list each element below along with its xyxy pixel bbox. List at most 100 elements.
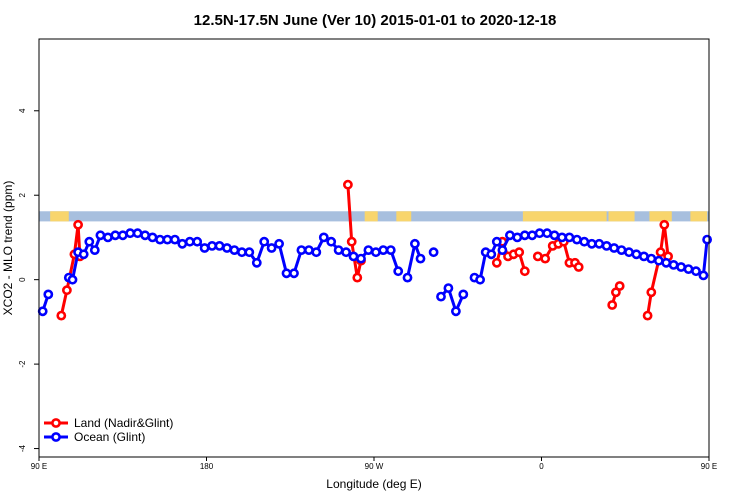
y-tick-label: -2 (18, 360, 27, 368)
land-segment (522, 211, 607, 222)
data-point (378, 245, 389, 255)
data-point (341, 247, 351, 258)
data-point (296, 245, 307, 255)
data-point (274, 238, 284, 249)
data-point (607, 300, 618, 310)
y-tick-label: 0 (18, 277, 27, 282)
data-point (348, 251, 359, 262)
series-land (56, 179, 673, 321)
y-tick-label: -4 (18, 444, 27, 452)
data-point (646, 253, 657, 264)
data-point (214, 240, 225, 251)
data-point (177, 238, 188, 249)
data-point (428, 247, 439, 258)
data-point (631, 249, 642, 260)
data-point (659, 219, 670, 230)
data-point (147, 232, 158, 243)
x-tick-label: 90 E (31, 462, 47, 471)
y-tick-label: 4 (18, 108, 27, 113)
data-point (415, 253, 426, 264)
legend-item: Land (Nadir&Glint) (44, 416, 173, 430)
data-point (169, 234, 180, 245)
data-point (244, 247, 255, 258)
legend-marker (51, 418, 61, 428)
data-point (311, 247, 322, 258)
chart-title: 12.5N-17.5N June (Ver 10) 2015-01-01 to … (194, 12, 557, 29)
data-point (475, 274, 485, 285)
data-point (89, 245, 100, 255)
data-point (229, 245, 240, 255)
data-point (162, 234, 173, 245)
data-point (443, 283, 454, 293)
land-segment (649, 211, 672, 222)
data-point (497, 245, 508, 255)
data-point (199, 243, 210, 253)
land-segment (608, 211, 635, 222)
data-point (436, 291, 446, 302)
data-point (450, 306, 461, 317)
legend-label: Land (Nadir&Glint) (74, 416, 173, 430)
x-tick-label: 90 E (701, 462, 717, 471)
data-point (564, 232, 575, 243)
data-point (534, 228, 545, 239)
data-point (289, 268, 299, 279)
data-point (579, 236, 590, 247)
data-point (192, 236, 203, 247)
data-point (318, 232, 329, 243)
y-axis: -4 -2 0 2 4 (18, 108, 39, 452)
data-point (37, 306, 48, 317)
data-point (43, 289, 54, 300)
legend-marker (51, 432, 61, 442)
x-axis-label: Longitude (deg E) (326, 477, 421, 491)
data-point (352, 272, 363, 283)
data-point (519, 266, 530, 277)
data-point (251, 257, 262, 268)
x-tick-label: 0 (539, 462, 544, 471)
land-segment (396, 211, 412, 222)
series-layer (37, 179, 712, 321)
land-ocean-band (39, 211, 709, 222)
y-axis-label: XCO2 - MLO trend (ppm) (1, 181, 15, 316)
series-line (646, 224, 670, 316)
data-point (259, 236, 270, 247)
x-tick-label: 180 (200, 462, 214, 471)
data-point (56, 310, 67, 321)
data-point (132, 228, 143, 239)
data-point (573, 262, 584, 272)
data-point (409, 238, 420, 249)
legend-label: Ocean (Glint) (74, 430, 145, 444)
data-point (698, 270, 709, 281)
series-line (59, 224, 82, 316)
data-point (385, 245, 396, 255)
data-point (266, 243, 277, 253)
data-point (646, 287, 657, 298)
land-segment (364, 211, 378, 222)
x-axis: 90 E 180 90 W 0 90 E (31, 457, 717, 471)
data-point (110, 230, 121, 241)
data-point (691, 266, 701, 277)
data-point (614, 281, 625, 291)
data-point (668, 259, 679, 270)
legend-item: Ocean (Glint) (44, 430, 145, 444)
data-point (73, 219, 83, 230)
data-point (95, 230, 106, 241)
data-point (78, 249, 89, 260)
data-point (491, 257, 502, 268)
data-point (512, 232, 523, 243)
data-point (491, 236, 502, 247)
data-point (655, 247, 666, 258)
data-point (333, 245, 344, 255)
data-point (642, 310, 653, 321)
y-tick-label: 2 (18, 192, 27, 197)
legend: Land (Nadir&Glint)Ocean (Glint) (44, 416, 173, 444)
data-point (84, 236, 95, 247)
x-tick-label: 90 W (365, 462, 384, 471)
land-segment (690, 211, 708, 222)
data-point (601, 240, 612, 251)
data-point (683, 264, 694, 274)
data-point (458, 289, 469, 300)
data-point (702, 234, 712, 245)
data-point (281, 268, 292, 279)
data-point (363, 245, 374, 255)
